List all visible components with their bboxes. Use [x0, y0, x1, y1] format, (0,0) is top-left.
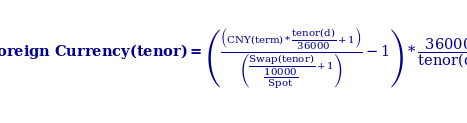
Text: $\mathbf{Foreign\ Currency(tenor)=}\left(\frac{\left(\mathrm{CNY(term)*}\dfrac{\: $\mathbf{Foreign\ Currency(tenor)=}\left…	[0, 27, 467, 91]
